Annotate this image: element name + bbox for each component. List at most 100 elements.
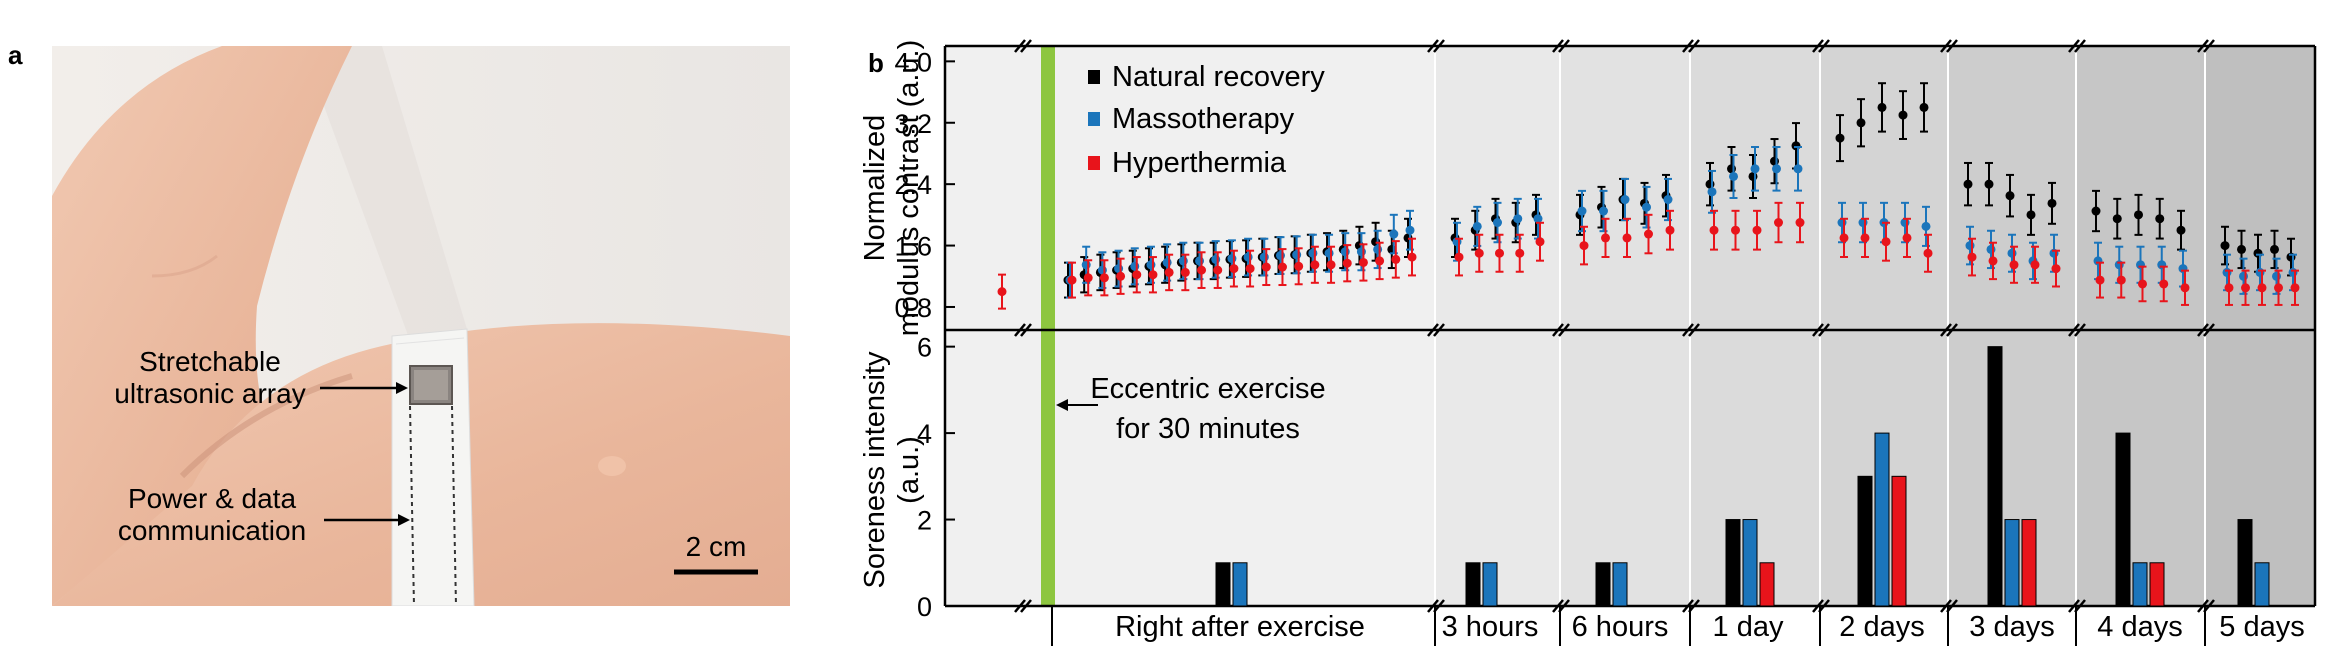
massotherapy-point [1324,248,1334,258]
axis-break-mark [1688,323,1700,337]
natural-recovery-point [2005,191,2015,201]
axis-break-mark [1946,323,1958,337]
axis-break-mark [2197,599,2209,613]
legend-label: Hyperthermia [1112,147,1287,179]
hyperthermia-point [1601,233,1610,243]
axis-break-mark [2203,323,2215,337]
x-category-label: 6 hours [1572,611,1669,643]
massotherapy-point [1308,248,1318,258]
y-tick-label: 6 [917,333,932,363]
hyperthermia-point [1644,229,1653,239]
hyperthermia-point [1622,233,1632,243]
hyperthermia-point [2180,283,2190,293]
hyperthermia-point [1213,265,1223,275]
massotherapy-bar [1612,562,1628,607]
power-label-line1: Power & data [128,483,297,514]
massotherapy-point [2157,260,2167,270]
y-axis-title: Soreness intensity [859,351,891,588]
legend-swatch [1088,156,1100,170]
hyperthermia-point [1310,260,1320,270]
axis-break-mark [1558,323,1570,337]
natural-recovery-bar [1465,562,1481,607]
axis-break-mark [2203,39,2215,53]
massotherapy-point [1663,195,1673,205]
group-background [1560,46,1690,606]
axis-break-mark [1427,599,1439,613]
hyperthermia-point [1988,256,1998,266]
axis-break-mark [2068,323,2080,337]
hyperthermia-point [1454,252,1464,262]
massotherapy-point [1389,229,1399,239]
hyperthermia-point [1495,248,1504,258]
axis-break-mark [1014,323,1026,337]
massotherapy-point [1986,244,1996,254]
natural-recovery-bar [1725,519,1741,607]
axis-break-mark [1682,599,1694,613]
massotherapy-point [1533,214,1543,224]
massotherapy-point [1340,247,1350,257]
x-category-label: Right after exercise [1115,611,1365,643]
axis-break-mark [2068,599,2080,613]
natural-recovery-point [1770,156,1779,166]
natural-recovery-point [2220,241,2230,251]
hyperthermia-point [1229,264,1239,274]
power-label-line2: communication [118,515,306,546]
y-tick-label: 1.6 [894,232,932,262]
natural-recovery-point [2237,244,2246,254]
axis-break-mark [2068,39,2080,53]
natural-recovery-point [1791,141,1801,151]
legend-label: Massotherapy [1112,103,1295,135]
exercise-bar [1041,46,1055,606]
axis-break-mark [2197,39,2209,53]
natural-recovery-bar [2237,519,2253,607]
x-category-label: 4 days [2097,611,2182,643]
massotherapy-point [1750,164,1760,174]
massotherapy-point [2178,264,2188,274]
natural-recovery-point [2134,210,2143,220]
hyperthermia-point [1881,237,1891,247]
hyperthermia-point [1407,252,1417,262]
axis-break-mark [2197,323,2209,337]
hyperthermia-point [1579,241,1589,251]
annotation-label: Eccentric exercise [1090,373,1325,405]
axis-break-mark [1020,323,1032,337]
panel-a-label: a [8,40,23,70]
axis-break-mark [1014,39,1026,53]
natural-recovery-point [2091,206,2101,216]
massotherapy-point [1211,254,1221,264]
massotherapy-point [1493,218,1502,228]
hyperthermia-point [1164,267,1174,277]
axis-break-mark [1812,39,1824,53]
hyperthermia-point [1180,267,1190,277]
x-category-label: 3 hours [1442,611,1539,643]
natural-recovery-point [2253,248,2263,258]
axis-break-mark [1020,39,1032,53]
hyperthermia-bar [1891,475,1907,607]
massotherapy-point [1195,256,1205,266]
massotherapy-bar [2004,519,2020,607]
hyperthermia-point [1391,254,1401,264]
y-axis-title: Normalized [859,115,891,262]
massotherapy-bar [1232,562,1248,607]
axis-break-mark [1946,39,1958,53]
natural-recovery-bar [1987,346,2003,607]
natural-recovery-bar [2115,432,2131,607]
massotherapy-point [1965,241,1975,251]
hyperthermia-point [1795,218,1805,228]
hyperthermia-point [1535,237,1545,247]
massotherapy-point [1772,164,1781,174]
hyperthermia-point [1116,271,1126,281]
massotherapy-point [2093,256,2103,266]
hyperthermia-point [1067,275,1077,285]
hyperthermia-point [1860,233,1870,243]
hyperthermia-point [1342,258,1352,268]
natural-recovery-point [2270,244,2279,254]
hyperthermia-point [1665,225,1675,235]
hyperthermia-point [2095,275,2105,285]
x-category-label: 5 days [2219,611,2304,643]
massotherapy-point [1146,260,1156,270]
hyperthermia-point [2224,283,2234,293]
massotherapy-point [1707,187,1717,197]
axis-break-mark [1552,599,1564,613]
